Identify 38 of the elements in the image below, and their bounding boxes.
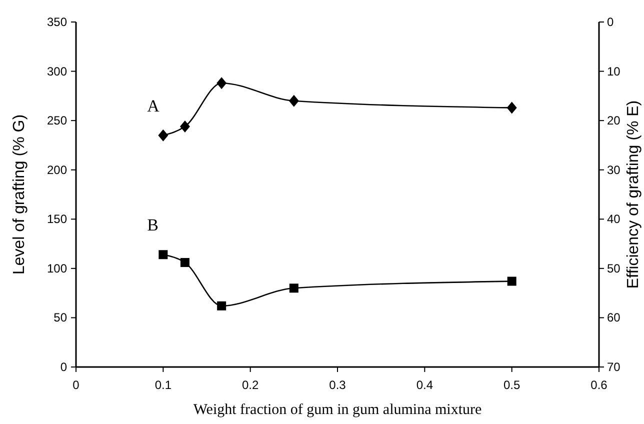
point [217, 301, 226, 310]
point [180, 120, 190, 132]
y-tick-label: 150 [46, 212, 68, 226]
y2-tick-label: 60 [607, 310, 621, 325]
point [507, 276, 516, 286]
point [506, 102, 517, 114]
x-axis-title: Weight fraction of gum in gum alumina mixture [193, 402, 482, 418]
x-tick-label: 0 [72, 378, 80, 392]
y2-tick-label: 10 [607, 64, 621, 78]
y2-axis-title: Efficiency of grafting (% E) [625, 100, 642, 289]
y-tick-label: 200 [46, 162, 68, 177]
y2-tick-label: 50 [607, 261, 621, 276]
x-tick-label: 0.2 [242, 378, 259, 392]
y-tick-label: 100 [46, 261, 68, 276]
y2-tick-label: 30 [607, 162, 621, 177]
y-axis-title: Level of grafting (% G) [11, 114, 28, 275]
y2-tick-label: 0 [607, 15, 614, 29]
point [158, 250, 168, 260]
y2-tick-label: 70 [607, 360, 621, 374]
y-tick-label: 300 [46, 64, 68, 78]
series-label: B [147, 216, 159, 235]
y-tick-label: 350 [46, 15, 68, 29]
y2-tick-label: 40 [607, 212, 621, 226]
y-tick-label: 50 [54, 310, 68, 325]
x-tick-label: 0.1 [154, 378, 172, 392]
point [288, 94, 299, 107]
x-tick-label: 0.6 [590, 378, 608, 392]
x-tick-label: 0.4 [416, 378, 434, 392]
point [289, 284, 298, 293]
point [216, 77, 227, 90]
series-label: A [147, 96, 160, 116]
x-tick-label: 0.3 [329, 378, 346, 392]
y2-tick-label: 20 [607, 114, 621, 128]
x-tick-label: 0.5 [503, 378, 520, 392]
point [158, 129, 168, 142]
y-tick-label: 250 [46, 114, 68, 128]
y-tick-label: 0 [60, 360, 68, 374]
point [180, 258, 190, 268]
